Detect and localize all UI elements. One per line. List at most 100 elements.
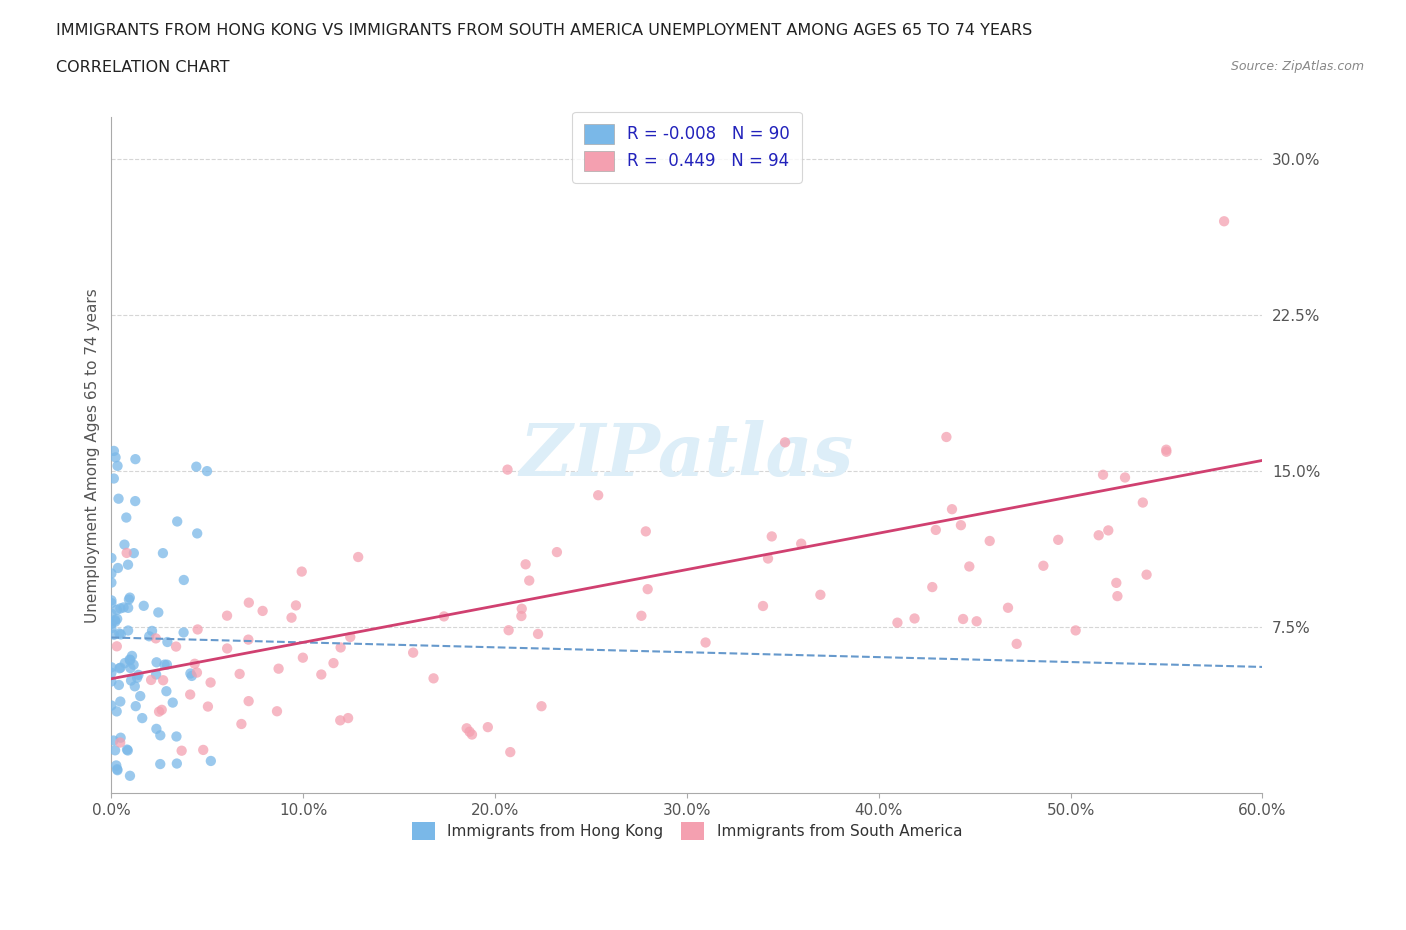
Point [108, 735, 131, 750]
Point [186, 665, 208, 680]
Point [149, 728, 172, 743]
Point [215, 608, 238, 623]
Point [180, 669, 202, 684]
Point [921, 579, 943, 594]
Point [1135, 567, 1157, 582]
Y-axis label: Unemployment Among Ages 65 to 74 years: Unemployment Among Ages 65 to 74 years [86, 287, 100, 622]
Point [280, 610, 302, 625]
Point [1005, 636, 1028, 651]
Point [110, 694, 132, 709]
Point [105, 603, 128, 618]
Point [107, 561, 129, 576]
Point [979, 534, 1001, 549]
Point [105, 762, 128, 777]
Point [104, 614, 127, 629]
Point [108, 678, 131, 693]
Point [1154, 443, 1177, 458]
Point [1047, 532, 1070, 547]
Point [477, 720, 499, 735]
Point [456, 721, 478, 736]
Point [118, 591, 141, 605]
Point [107, 458, 129, 473]
Point [107, 763, 129, 777]
Point [200, 753, 222, 768]
Point [1132, 495, 1154, 510]
Point [141, 623, 163, 638]
Point [238, 694, 260, 709]
Point [110, 730, 132, 745]
Point [105, 639, 128, 654]
Point [790, 537, 813, 551]
Point [496, 462, 519, 477]
Point [925, 523, 948, 538]
Point [122, 546, 145, 561]
Point [1064, 623, 1087, 638]
Point [291, 650, 314, 665]
Point [173, 573, 195, 588]
Point [145, 722, 167, 737]
Point [329, 640, 352, 655]
Point [267, 661, 290, 676]
Point [433, 609, 456, 624]
Point [115, 546, 138, 561]
Point [311, 667, 333, 682]
Point [166, 514, 188, 529]
Point [103, 444, 125, 458]
Point [129, 688, 152, 703]
Point [997, 601, 1019, 616]
Point [121, 648, 143, 663]
Point [103, 628, 125, 643]
Point [153, 658, 176, 672]
Point [183, 657, 205, 671]
Point [170, 743, 193, 758]
Point [966, 614, 988, 629]
Point [756, 551, 779, 566]
Text: Source: ZipAtlas.com: Source: ZipAtlas.com [1230, 60, 1364, 73]
Point [139, 672, 162, 687]
Text: ZIPatlas: ZIPatlas [520, 419, 853, 491]
Point [941, 502, 963, 517]
Point [156, 634, 179, 649]
Legend: Immigrants from Hong Kong, Immigrants from South America: Immigrants from Hong Kong, Immigrants fr… [406, 816, 969, 846]
Point [935, 430, 957, 445]
Point [124, 679, 146, 694]
Point [1092, 467, 1115, 482]
Point [217, 641, 239, 656]
Point [124, 452, 146, 467]
Point [105, 611, 128, 626]
Point [179, 666, 201, 681]
Point [517, 573, 540, 588]
Point [118, 652, 141, 667]
Point [228, 667, 250, 682]
Point [145, 667, 167, 682]
Point [108, 626, 131, 641]
Point [120, 653, 142, 668]
Point [761, 529, 783, 544]
Point [322, 656, 344, 671]
Point [145, 631, 167, 645]
Point [107, 491, 129, 506]
Point [100, 674, 122, 689]
Point [117, 601, 139, 616]
Point [103, 472, 125, 486]
Point [117, 743, 139, 758]
Point [122, 658, 145, 672]
Point [173, 625, 195, 640]
Point [115, 742, 138, 757]
Point [187, 622, 209, 637]
Point [132, 598, 155, 613]
Point [291, 565, 314, 579]
Point [100, 606, 122, 621]
Point [104, 743, 127, 758]
Point [461, 727, 484, 742]
Point [197, 699, 219, 714]
Point [1032, 558, 1054, 573]
Point [120, 673, 142, 688]
Point [100, 620, 122, 635]
Point [530, 698, 553, 713]
Point [1107, 589, 1129, 604]
Point [104, 450, 127, 465]
Point [527, 627, 550, 642]
Point [186, 459, 208, 474]
Point [422, 671, 444, 685]
